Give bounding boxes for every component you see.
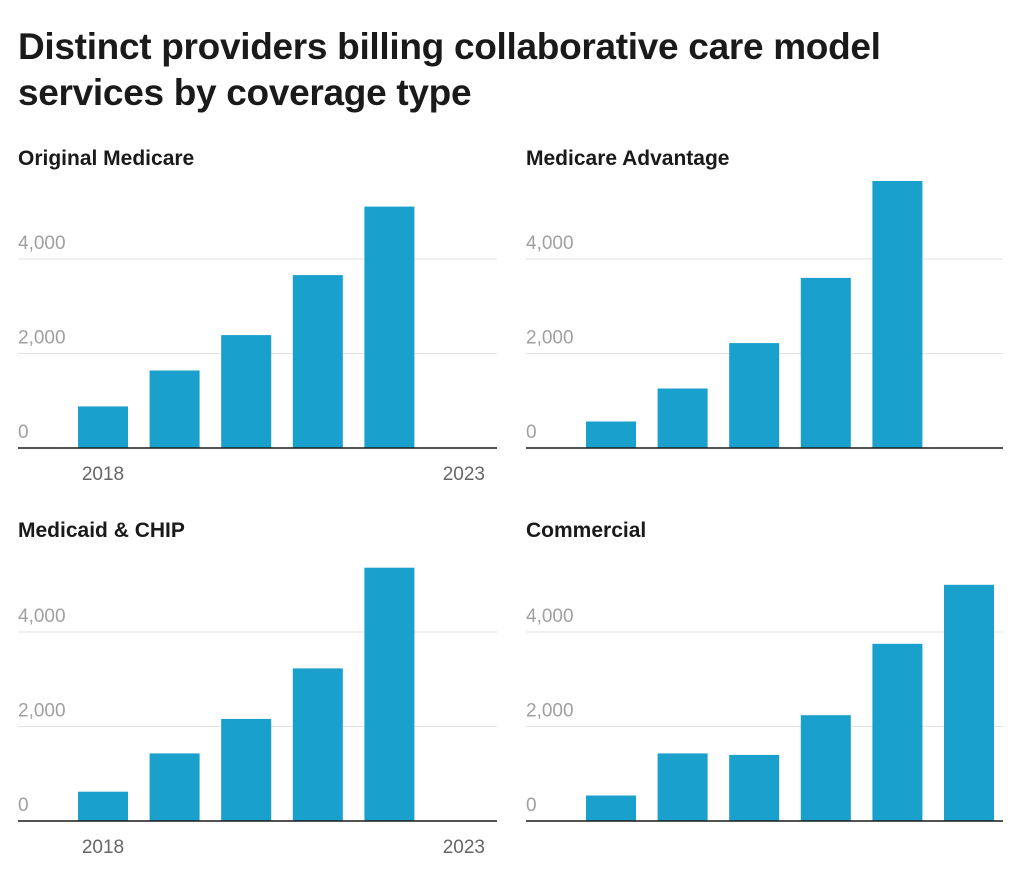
bar-2020 [221,718,272,821]
panel-title: Medicaid & CHIP [18,519,185,542]
panel-title: Original Medicare [18,147,194,170]
bar-2019 [657,753,708,821]
bar-2018 [78,406,128,448]
bar-2021 [800,715,851,821]
bar-2022 [364,206,415,448]
y-tick-label: 4,000 [526,233,574,254]
y-tick-label: 2,000 [18,701,66,722]
x-tick-label: 2018 [82,837,124,858]
bar-2020 [729,343,780,448]
bar-2021 [292,275,343,448]
x-tick-label: 2023 [443,464,485,485]
chart-title: Distinct providers billing collaborative… [18,26,881,113]
bar-2020 [729,754,780,821]
panel-title: Medicare Advantage [526,147,729,170]
bar-2018 [586,421,636,448]
bar-2019 [149,753,200,821]
y-tick-label: 4,000 [526,606,574,627]
y-tick-label: 0 [18,795,29,816]
y-tick-label: 2,000 [18,328,66,349]
bar-2019 [657,388,708,448]
bar-2021 [800,277,851,448]
y-tick-label: 2,000 [526,701,574,722]
x-tick-label: 2023 [443,837,485,858]
bar-2022 [872,181,923,448]
y-tick-label: 2,000 [526,328,574,349]
y-tick-label: 0 [18,422,29,443]
y-tick-label: 4,000 [18,233,66,254]
x-tick-label: 2018 [82,464,124,485]
y-tick-label: 0 [526,422,537,443]
y-tick-label: 4,000 [18,606,66,627]
bar-2018 [78,791,128,821]
bar-2018 [586,795,636,821]
chart-panel-4: Commercial 0 2,000 4,000 [526,519,1003,822]
panel-title: Commercial [526,519,646,542]
chart-panel-1: Original Medicare 0 2,000 4,000 2018 2023 [18,147,497,485]
chart-panel-3: Medicaid & CHIP 0 2,000 4,000 2018 2023 [18,519,497,858]
bar-2022 [872,643,923,821]
bar-2021 [292,668,343,821]
bar-2023 [944,584,994,822]
y-tick-label: 0 [526,795,537,816]
bar-2020 [221,335,272,448]
bar-2022 [364,567,415,821]
bar-2019 [149,370,200,448]
chart-panel-2: Medicare Advantage 0 2,000 4,000 [526,147,1003,449]
